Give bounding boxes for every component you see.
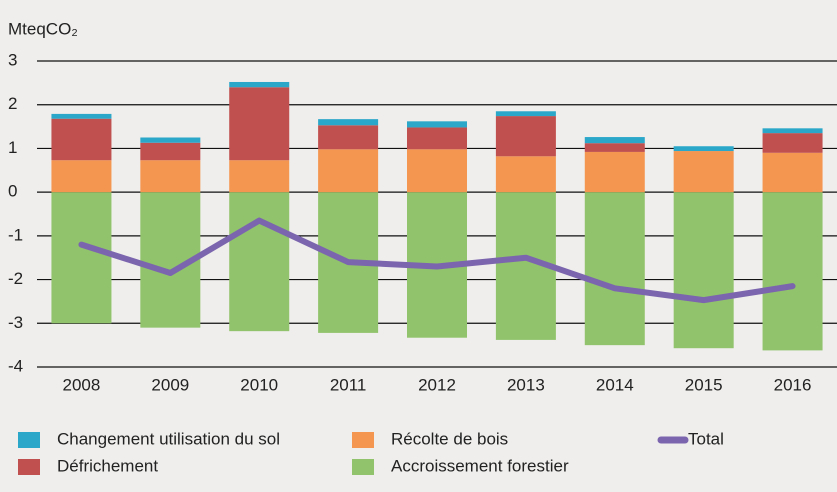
bar-segment bbox=[495, 116, 556, 157]
bar-segment bbox=[51, 113, 112, 119]
bar-segment bbox=[140, 142, 201, 161]
bar-segment bbox=[762, 133, 823, 153]
bar-segment bbox=[673, 146, 734, 152]
bar-segment bbox=[584, 192, 645, 346]
bar-segment bbox=[584, 151, 645, 193]
bar-segment bbox=[51, 192, 112, 324]
x-tick-label: 2010 bbox=[240, 375, 278, 394]
x-tick-label: 2015 bbox=[685, 375, 723, 394]
bar-segment bbox=[584, 137, 645, 144]
bar-segment bbox=[318, 119, 379, 126]
bar-segment bbox=[229, 81, 290, 88]
bar-segment bbox=[51, 118, 112, 161]
y-tick-label: -2 bbox=[8, 269, 23, 288]
total-line bbox=[78, 217, 796, 304]
bar-segment bbox=[318, 149, 379, 193]
legend-swatch bbox=[352, 459, 374, 475]
bar-segment bbox=[762, 128, 823, 134]
x-tick-label: 2009 bbox=[151, 375, 189, 394]
legend-label: Changement utilisation du sol bbox=[57, 429, 280, 448]
bar-segment bbox=[762, 192, 823, 351]
y-tick-label: -4 bbox=[8, 356, 23, 375]
x-tick-label: 2011 bbox=[330, 375, 367, 394]
bar-segment bbox=[407, 127, 467, 150]
legend-label: Total bbox=[688, 429, 724, 448]
bar-segment bbox=[495, 111, 556, 117]
bar-segment bbox=[407, 121, 467, 128]
legend-swatch bbox=[18, 459, 40, 475]
legend-label: Récolte de bois bbox=[391, 429, 508, 448]
y-tick-label: 3 bbox=[8, 50, 17, 69]
unit-label: MteqCO₂ bbox=[8, 19, 78, 38]
y-tick-label: 1 bbox=[8, 138, 17, 157]
y-tick-label: 0 bbox=[8, 182, 17, 201]
bar-segment bbox=[229, 160, 290, 193]
bar-segment bbox=[318, 125, 379, 150]
bar-segment bbox=[51, 160, 112, 193]
bar-segment bbox=[407, 149, 467, 193]
bar-segment bbox=[229, 87, 290, 161]
x-tick-label: 2016 bbox=[774, 375, 812, 394]
bar-segment bbox=[229, 192, 290, 332]
legend-swatch bbox=[352, 432, 374, 448]
bar-segment bbox=[140, 137, 201, 143]
bar-segment bbox=[673, 192, 734, 349]
x-tick-label: 2008 bbox=[63, 375, 101, 394]
bar-segment bbox=[673, 151, 734, 193]
x-tick-label: 2014 bbox=[596, 375, 634, 394]
y-tick-label: 2 bbox=[8, 94, 17, 113]
bar-segment bbox=[584, 143, 645, 152]
bar-segment bbox=[140, 160, 201, 193]
bar-segment bbox=[762, 152, 823, 193]
x-tick-label: 2012 bbox=[418, 375, 456, 394]
legend-label: Défrichement bbox=[57, 456, 158, 475]
x-tick-label: 2013 bbox=[507, 375, 545, 394]
bar-segment bbox=[495, 156, 556, 193]
legend-swatch bbox=[18, 432, 40, 448]
y-tick-label: -3 bbox=[8, 313, 23, 332]
y-tick-label: -1 bbox=[8, 225, 23, 244]
legend-label: Accroissement forestier bbox=[391, 456, 569, 475]
